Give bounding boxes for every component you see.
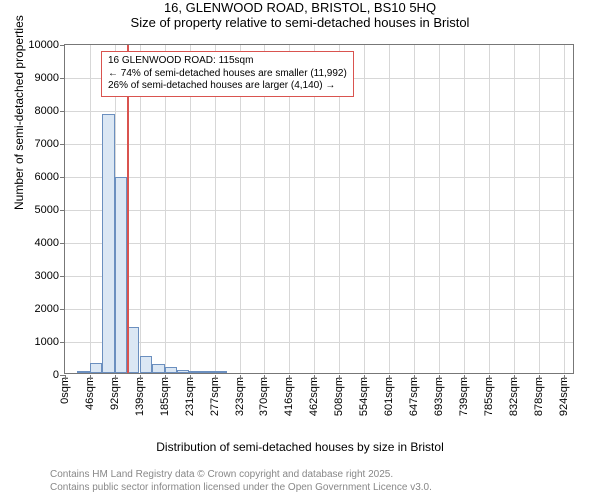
xtick-mark: [514, 375, 515, 380]
xtick-mark: [489, 375, 490, 380]
histogram-bar: [152, 364, 164, 373]
xtick-mark: [165, 375, 166, 380]
xtick-mark: [289, 375, 290, 380]
chart-title: 16, GLENWOOD ROAD, BRISTOL, BS10 5HQ: [0, 0, 600, 15]
callout-line2: ← 74% of semi-detached houses are smalle…: [108, 68, 347, 81]
callout-line1: 16 GLENWOOD ROAD: 115sqm: [108, 55, 347, 68]
xtick-mark: [464, 375, 465, 380]
histogram-bar: [140, 356, 152, 373]
gridline: [65, 111, 573, 112]
chart-container: 16, GLENWOOD ROAD, BRISTOL, BS10 5HQ Siz…: [0, 0, 600, 500]
gridline: [65, 342, 573, 343]
xtick-mark: [564, 375, 565, 380]
ytick-mark: [60, 144, 65, 145]
xtick-mark: [65, 375, 66, 380]
gridline: [65, 276, 573, 277]
xtick-mark: [539, 375, 540, 380]
histogram-bar: [102, 114, 114, 373]
histogram-bar: [214, 371, 226, 373]
ytick-mark: [60, 177, 65, 178]
gridline-v: [464, 45, 465, 373]
gridline-v: [439, 45, 440, 373]
gridline-v: [90, 45, 91, 373]
xtick-mark: [240, 375, 241, 380]
gridline: [65, 309, 573, 310]
gridline: [65, 144, 573, 145]
ytick-mark: [60, 210, 65, 211]
gridline-v: [364, 45, 365, 373]
footer-attribution: Contains HM Land Registry data © Crown c…: [50, 469, 432, 494]
histogram-bar: [165, 367, 177, 373]
chart-area: 0100020003000400050006000700080009000100…: [64, 44, 574, 424]
xtick-mark: [314, 375, 315, 380]
xtick-mark: [264, 375, 265, 380]
histogram-bar: [115, 177, 127, 373]
ytick-mark: [60, 276, 65, 277]
footer-line-2: Contains public sector information licen…: [50, 482, 432, 495]
histogram-bar: [77, 371, 89, 373]
footer-line-1: Contains HM Land Registry data © Crown c…: [50, 469, 432, 482]
gridline-v: [539, 45, 540, 373]
histogram-bar: [189, 371, 201, 373]
xtick-mark: [90, 375, 91, 380]
histogram-bar: [177, 370, 189, 373]
xtick-mark: [190, 375, 191, 380]
x-axis-label: Distribution of semi-detached houses by …: [0, 440, 600, 454]
histogram-bar: [202, 371, 214, 373]
plot-area: 0100020003000400050006000700080009000100…: [64, 44, 574, 374]
xtick-mark: [115, 375, 116, 380]
y-axis-label: Number of semi-detached properties: [12, 15, 26, 210]
gridline-v: [514, 45, 515, 373]
chart-subtitle: Size of property relative to semi-detach…: [0, 15, 600, 30]
gridline-v: [414, 45, 415, 373]
callout-box: 16 GLENWOOD ROAD: 115sqm← 74% of semi-de…: [101, 51, 354, 97]
xtick-mark: [339, 375, 340, 380]
callout-line3: 26% of semi-detached houses are larger (…: [108, 80, 347, 93]
gridline: [65, 243, 573, 244]
ytick-mark: [60, 111, 65, 112]
xtick-mark: [140, 375, 141, 380]
ytick-mark: [60, 45, 65, 46]
xtick-mark: [414, 375, 415, 380]
ytick-mark: [60, 78, 65, 79]
xtick-mark: [215, 375, 216, 380]
gridline: [65, 210, 573, 211]
gridline-v: [389, 45, 390, 373]
gridline-v: [564, 45, 565, 373]
xtick-mark: [364, 375, 365, 380]
gridline: [65, 177, 573, 178]
ytick-mark: [60, 309, 65, 310]
xtick-mark: [389, 375, 390, 380]
ytick-mark: [60, 342, 65, 343]
histogram-bar: [90, 363, 102, 373]
gridline-v: [489, 45, 490, 373]
ytick-mark: [60, 243, 65, 244]
xtick-mark: [439, 375, 440, 380]
